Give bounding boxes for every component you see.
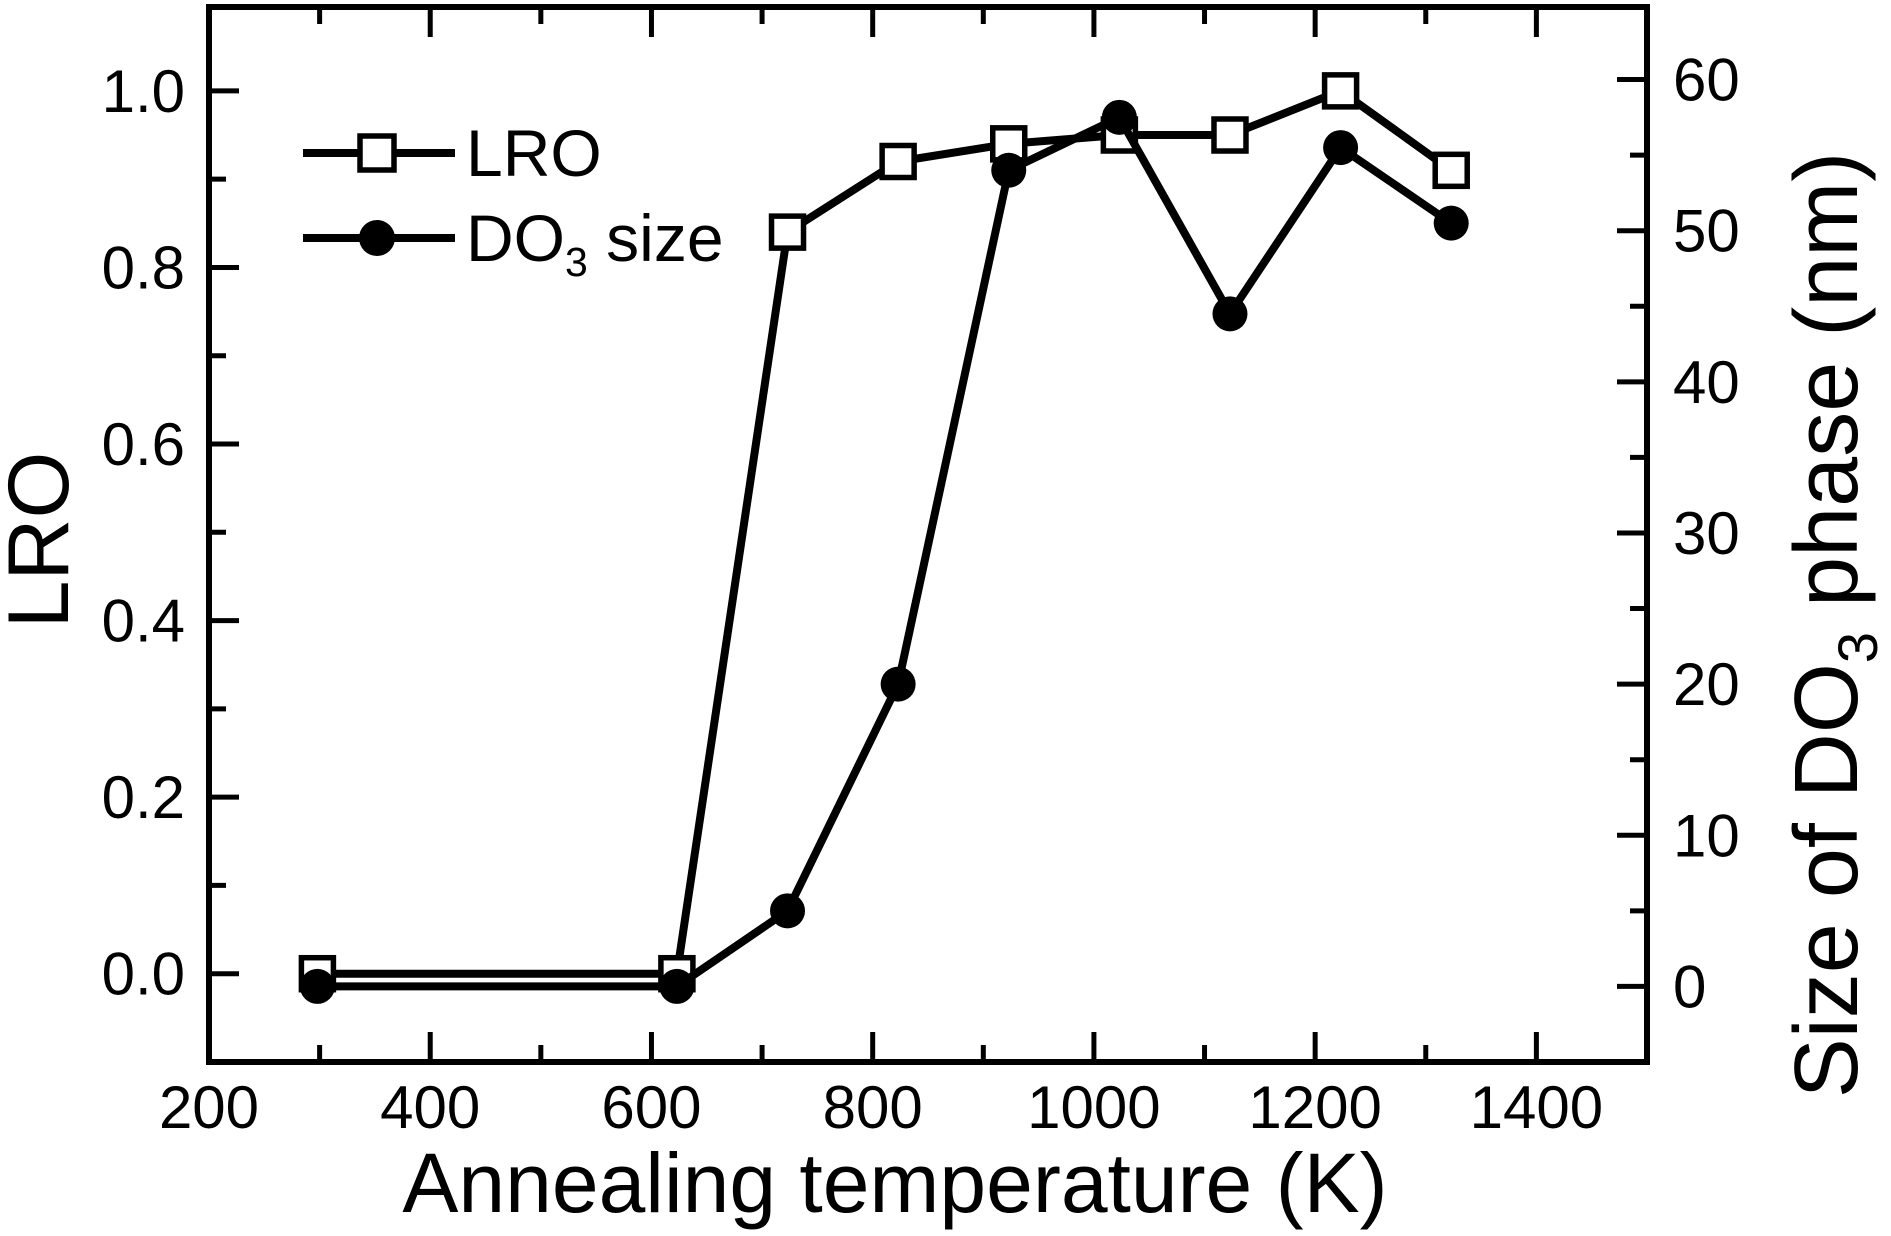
y-right-tick-label: 0 (1673, 953, 1706, 1020)
legend-label: DO3 size (466, 201, 724, 285)
y-right-tick-label: 20 (1673, 651, 1740, 718)
legend-entry: DO3 size (303, 201, 724, 285)
series-do3-size (299, 99, 1469, 1004)
filled-circle-marker (1433, 205, 1469, 241)
legend-entry: LRO (303, 116, 602, 190)
open-square-marker (1211, 116, 1249, 154)
filled-circle-marker (299, 968, 335, 1004)
legend-open-square-marker (357, 133, 397, 173)
filled-circle-marker (991, 152, 1027, 188)
ticks-layer (206, 7, 1647, 1062)
x-tick-label: 1000 (1027, 1074, 1160, 1141)
y-right-tick-label: 10 (1673, 802, 1740, 869)
open-square-marker (1432, 151, 1470, 190)
legend-filled-circle-marker (359, 220, 395, 256)
x-tick-label: 400 (380, 1074, 480, 1141)
open-square-marker (879, 142, 917, 181)
x-axis-title: Annealing temperature (K) (402, 1136, 1387, 1230)
y-right-tick-label: 50 (1673, 198, 1740, 265)
y-left-tick-label: 0.2 (102, 764, 185, 831)
open-square-marker (768, 213, 807, 251)
filled-circle-marker (880, 666, 916, 702)
left-axis-title: LRO (0, 452, 87, 629)
y-right-tick-label: 40 (1673, 349, 1740, 416)
x-tick-label: 600 (601, 1074, 701, 1141)
open-square-marker (1321, 72, 1360, 110)
y-left-tick-label: 0.0 (102, 941, 185, 1008)
y-right-tick-label: 30 (1673, 500, 1740, 567)
x-tick-label: 200 (159, 1074, 259, 1141)
filled-circle-marker (770, 893, 806, 929)
y-left-tick-label: 0.6 (102, 411, 185, 478)
filled-circle-marker (1212, 296, 1248, 332)
filled-circle-marker (659, 968, 695, 1004)
tick-labels-layer: 200 400 600 800 1000 1200 14000.00.20.40.60.81… (102, 47, 1740, 1141)
x-tick-label: 1200 (1248, 1074, 1381, 1141)
legend-label: LRO (466, 116, 602, 190)
y-right-tick-label: 60 (1673, 47, 1740, 114)
y-left-tick-label: 0.8 (102, 234, 185, 301)
legend-layer: LRO DO3 size (303, 116, 724, 285)
axis-titles-layer: Size of DO3 phase (nm) (1777, 152, 1889, 1099)
x-tick-label: 1400 (1470, 1074, 1603, 1141)
series-layer (298, 72, 1470, 1004)
right-axis-title: Size of DO3 phase (nm) (1777, 152, 1889, 1099)
x-tick-label: 800 (823, 1074, 923, 1141)
filled-circle-marker (1323, 130, 1359, 166)
y-left-tick-label: 1.0 (102, 58, 185, 125)
filled-circle-marker (1101, 99, 1137, 135)
y-left-tick-label: 0.4 (102, 588, 185, 655)
